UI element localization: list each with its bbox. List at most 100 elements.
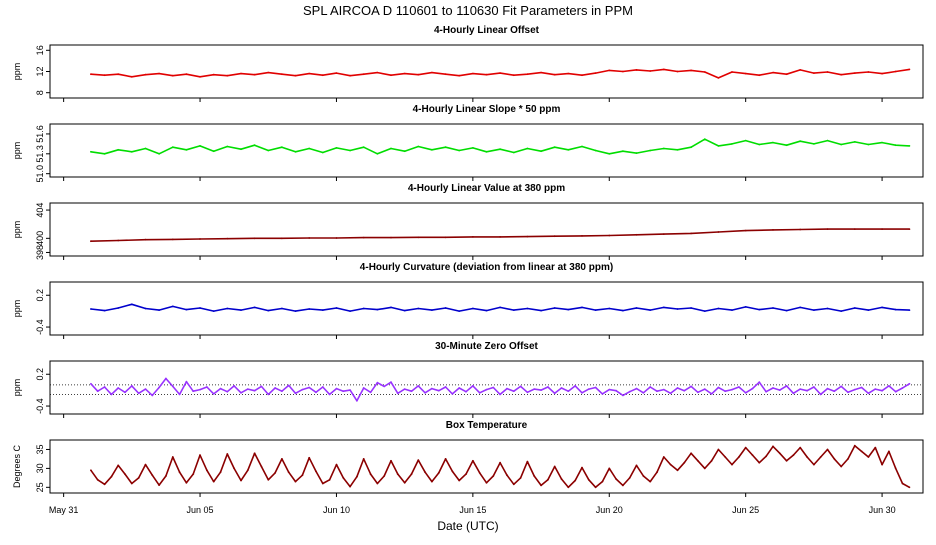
data-point [703,310,706,312]
data-point [335,72,338,74]
data-point [499,461,501,464]
data-point [765,390,767,393]
data-point [281,146,283,149]
data-point [185,380,188,383]
data-point [853,228,856,231]
data-point [608,234,611,237]
data-point [519,385,522,388]
data-point [649,149,652,152]
data-point [772,229,774,231]
data-point [274,387,276,389]
data-point [171,146,174,149]
data-point [512,74,515,77]
data-point [881,463,883,466]
data-point [772,71,774,74]
data-point [703,388,706,390]
data-point [526,307,529,310]
data-point [308,72,311,75]
plot-frame [49,281,924,336]
data-point [226,237,229,240]
data-point [649,386,652,388]
data-point [110,393,113,396]
data-point [417,307,420,310]
data-point [772,445,774,448]
data-point [294,392,297,395]
data-point [512,390,515,393]
data-point [437,389,440,392]
data-point [758,74,761,77]
data-point [485,388,488,391]
data-point [608,388,611,391]
y-axis-label: ppm [12,379,22,397]
data-point [731,309,733,311]
data-point [901,482,904,485]
data-point [321,482,324,485]
data-point [799,446,802,449]
data-point [622,309,624,312]
data-point [553,235,556,238]
data-point [799,69,802,71]
data-point [526,391,529,394]
data-point [130,482,133,485]
data-point [594,309,597,311]
data-point [840,143,843,146]
data-point [499,306,501,309]
data-point [867,392,870,395]
data-point [581,391,583,394]
data-point [226,307,229,310]
data-point [894,70,897,73]
y-tick-label: 51.3 [35,145,45,163]
data-point [165,377,167,380]
data-point [124,391,126,394]
data-point [608,467,611,470]
data-point [738,456,740,458]
data-point [472,307,474,310]
data-point [362,73,365,76]
data-point [676,70,679,73]
data-point [328,478,331,481]
data-point [240,391,242,394]
data-point [676,469,679,472]
x-tick-label: Jun 25 [732,505,759,515]
data-point [158,309,161,311]
data-point [622,484,624,487]
data-point [881,141,883,144]
data-point [96,478,99,481]
data-point [458,479,461,482]
data-point [622,150,624,153]
data-point [615,478,617,480]
data-point [253,144,256,147]
data-point [526,460,529,463]
data-point [410,390,413,393]
chart-panel-5: 30-Minute Zero Offset -0.4 0.2 ppm [12,341,924,418]
data-point [424,391,426,394]
data-point [253,389,256,392]
data-point [751,387,754,390]
y-tick-label: 51.6 [35,125,45,143]
data-point [171,238,174,241]
panel-title: 4-Hourly Curvature (deviation from linea… [360,262,613,273]
data-point [267,309,270,312]
data-point [512,151,515,154]
data-point [560,478,563,480]
data-point [403,72,406,75]
data-point [717,448,720,451]
y-tick-label: 30 [35,463,45,473]
data-point [881,389,883,392]
data-point [144,73,147,76]
data-point [690,307,692,309]
data-point [581,306,583,309]
data-point [431,71,433,74]
data-point [703,138,706,141]
data-point [144,238,147,241]
data-point [690,232,692,235]
data-point [103,152,106,155]
data-point [383,385,386,388]
data-point [594,486,597,489]
data-point [376,308,379,311]
data-point [417,385,420,387]
y-tick-label: 398 [35,245,45,260]
data-point [526,73,529,76]
